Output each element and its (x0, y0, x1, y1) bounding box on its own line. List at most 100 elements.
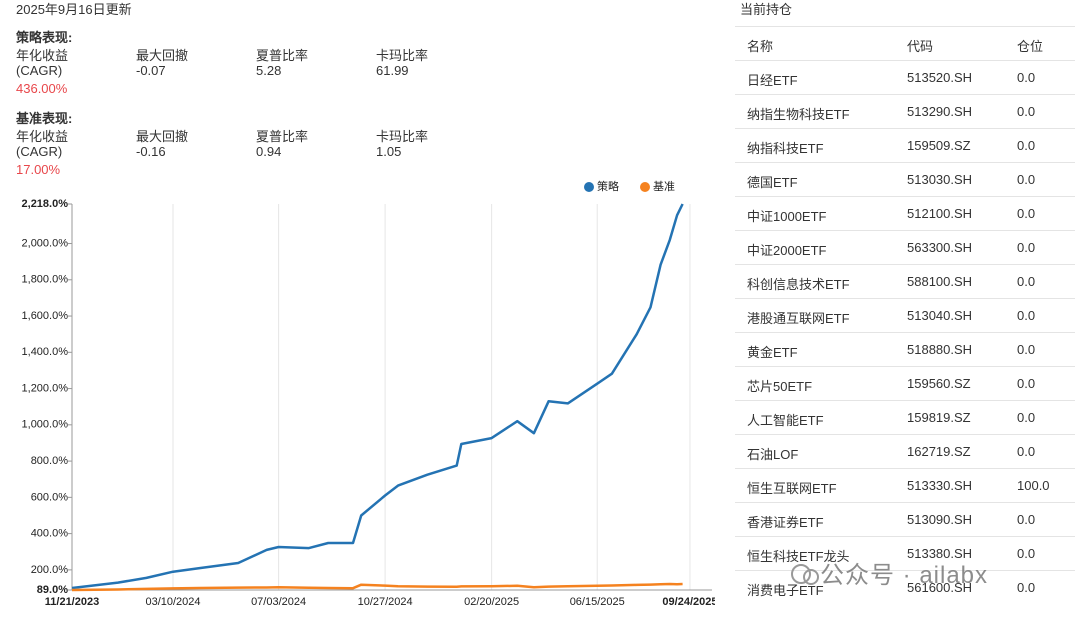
x-tick-label: 03/10/2024 (145, 596, 200, 608)
column-header: 仓位 (1017, 39, 1044, 54)
series-line (71, 203, 684, 590)
y-tick-label: 1,000.0% (22, 419, 69, 431)
section-label: 策略表现: (16, 30, 73, 45)
table-cell: 0.0 (1017, 172, 1036, 187)
table-cell: 0.0 (1017, 444, 1036, 459)
table-cell: 石油LOF (747, 447, 799, 462)
table-cell: 162719.SZ (907, 444, 971, 459)
column-header: 代码 (907, 39, 934, 54)
table-cell: 恒生科技ETF龙头 (747, 549, 850, 564)
table-cell: 513290.SH (907, 104, 973, 119)
table-cell: 513090.SH (907, 512, 973, 527)
table-cell: 恒生互联网ETF (747, 481, 837, 496)
table-cell: 中证1000ETF (747, 209, 827, 224)
y-tick-label: 2,000.0% (22, 237, 69, 249)
table-cell: 159819.SZ (907, 410, 971, 425)
table-cell: 科创信息技术ETF (747, 277, 850, 292)
x-tick-label: 11/21/2023 (45, 596, 99, 608)
y-tick-label: 600.0% (31, 491, 69, 503)
table-cell: 0.0 (1017, 104, 1036, 119)
series-line (71, 582, 683, 592)
update-date: 2025年9月16日更新 (16, 2, 132, 17)
metric-name: 夏普比率 (256, 48, 309, 63)
table-cell: 513520.SH (907, 70, 973, 85)
metric-value: 436.00% (16, 81, 68, 96)
y-tick-label: 1,200.0% (22, 382, 69, 394)
x-tick-label: 07/03/2024 (251, 596, 306, 608)
table-cell: 100.0 (1017, 478, 1050, 493)
metric-name: 卡玛比率 (376, 48, 429, 63)
table-cell: 0.0 (1017, 274, 1036, 289)
table-row: 黄金ETF 518880.SH 0.0 (735, 332, 1075, 367)
table-cell: 518880.SH (907, 342, 973, 357)
holdings-title: 当前持仓 (740, 2, 793, 17)
metric-name: 卡玛比率 (376, 129, 429, 144)
metric-value: 1.05 (376, 144, 402, 159)
table-cell: 513030.SH (907, 172, 973, 187)
table-cell: 0.0 (1017, 580, 1036, 595)
table-cell: 513380.SH (907, 546, 973, 561)
x-tick-label: 09/24/2025 (662, 596, 715, 608)
table-cell: 0.0 (1017, 70, 1036, 85)
legend-label: 策略 (597, 179, 619, 193)
y-tick-label: 89.0% (37, 584, 68, 596)
y-tick-label: 1,400.0% (22, 346, 69, 358)
metric-name: 最大回撤 (136, 48, 189, 63)
y-tick-label: 400.0% (31, 528, 69, 540)
watermark: 公众号 · ailabx (790, 555, 988, 590)
table-row: 恒生互联网ETF 513330.SH 100.0 (735, 468, 1075, 503)
table-cell: 0.0 (1017, 240, 1036, 255)
y-tick-label: 2,218.0% (22, 198, 69, 210)
table-row: 香港证券ETF 513090.SH 0.0 (735, 502, 1075, 537)
metric-name: 年化收益 (16, 48, 69, 63)
table-cell: 513040.SH (907, 308, 973, 323)
table-cell: 513330.SH (907, 478, 973, 493)
metric-name: 最大回撤 (136, 129, 189, 144)
table-cell: 芯片50ETF (747, 379, 813, 394)
y-tick-label: 1,600.0% (22, 310, 69, 322)
metric-name: 年化收益 (16, 129, 69, 144)
watermark-icon (791, 564, 819, 585)
metric-value: 61.99 (376, 63, 409, 78)
metric-value: 17.00% (16, 162, 61, 177)
metric-value: 0.94 (256, 144, 282, 159)
table-header: 名称 代码 仓位 (735, 26, 1075, 61)
table-cell: 日经ETF (747, 73, 798, 88)
table-cell: 0.0 (1017, 512, 1036, 527)
table-row: 德国ETF 513030.SH 0.0 (735, 162, 1075, 197)
legend-label: 基准 (653, 180, 675, 193)
legend-swatch (584, 182, 594, 192)
table-cell: 588100.SH (907, 274, 973, 289)
table-row: 人工智能ETF 159819.SZ 0.0 (735, 400, 1075, 435)
table-cell: 纳指生物科技ETF (747, 107, 850, 122)
column-header: 名称 (747, 39, 774, 54)
x-tick-label: 06/15/2025 (570, 596, 625, 608)
y-tick-label: 1,800.0% (22, 274, 69, 286)
y-tick-label: 800.0% (31, 455, 69, 467)
table-cell: 纳指科技ETF (747, 141, 824, 156)
table-row: 日经ETF 513520.SH 0.0 (735, 60, 1075, 95)
table-row: 科创信息技术ETF 588100.SH 0.0 (735, 264, 1075, 299)
table-row: 纳指生物科技ETF 513290.SH 0.0 (735, 94, 1075, 129)
table-cell: 0.0 (1017, 138, 1036, 153)
table-cell: 中证2000ETF (747, 243, 827, 258)
table-cell: 561600.SH (907, 580, 973, 595)
table-row: 中证2000ETF 563300.SH 0.0 (735, 230, 1075, 265)
chart: 11/21/2023 03/10/2024 07/03/2024 10/27/2024… (22, 179, 715, 608)
metric-sub: (CAGR) (16, 63, 63, 78)
table-cell: 159509.SZ (907, 138, 971, 153)
table-cell: 黄金ETF (747, 345, 798, 360)
table-row: 消费电子ETF 561600.SH 0.0 (735, 570, 1075, 605)
table-cell: 0.0 (1017, 308, 1036, 323)
table-cell: 香港证券ETF (747, 515, 824, 530)
x-tick-label: 10/27/2024 (358, 596, 413, 608)
table-cell: 德国ETF (747, 175, 798, 190)
table-cell: 0.0 (1017, 546, 1036, 561)
table-cell: 0.0 (1017, 410, 1036, 425)
table-cell: 人工智能ETF (747, 413, 824, 428)
table-row: 恒生科技ETF龙头 513380.SH 0.0 (735, 536, 1075, 571)
table-cell: 0.0 (1017, 376, 1036, 391)
metric-name: 夏普比率 (256, 129, 309, 144)
table-row: 石油LOF 162719.SZ 0.0 (735, 434, 1075, 469)
